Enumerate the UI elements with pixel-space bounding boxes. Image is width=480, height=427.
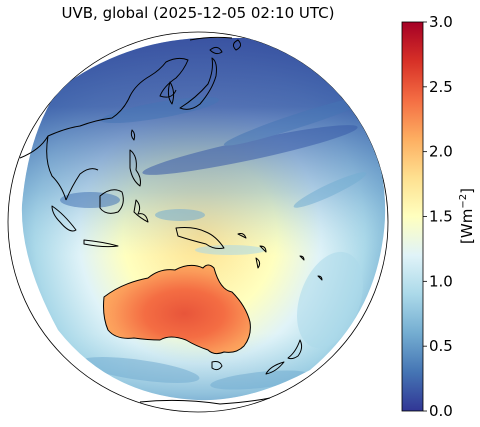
australia-coastline <box>103 264 251 355</box>
colorbar-gradient <box>401 21 424 412</box>
japan-coastline <box>179 46 223 110</box>
colorbar-label: [Wm−2] <box>458 188 476 244</box>
northeast-asia-coastline <box>189 36 242 51</box>
colorbar-tick-label: 2.5 <box>429 78 453 96</box>
colorbar-tick-label: 2.0 <box>429 143 453 161</box>
colorbar: 0.0 0.5 1.0 1.5 2.0 2.5 3.0 [Wm−2] <box>401 13 476 420</box>
java-coastline <box>83 239 119 248</box>
new-zealand-coastline <box>265 339 303 375</box>
pacific-islands <box>237 233 323 281</box>
taiwan-coastline <box>130 129 136 141</box>
colorbar-tick-label: 1.5 <box>429 208 453 226</box>
australia-uvb-field <box>103 265 251 354</box>
colorbar-tick-label: 1.0 <box>429 272 453 290</box>
colorbar-ticks: 0.0 0.5 1.0 1.5 2.0 2.5 3.0 <box>423 13 453 420</box>
colorbar-tick-label: 0.0 <box>429 402 453 420</box>
uvb-field <box>21 38 386 401</box>
coastlines <box>19 36 323 405</box>
sulawesi-coastline <box>133 199 149 223</box>
colorbar-tick-label: 0.5 <box>429 337 453 355</box>
borneo-coastline <box>99 189 124 214</box>
tasmania-coastline <box>211 361 223 371</box>
korea-coastline <box>167 81 175 105</box>
sumatra-coastline <box>51 205 77 232</box>
chart-title: UVB, global (2025-12-05 02:10 UTC) <box>62 4 335 22</box>
cloud-texture <box>60 94 377 390</box>
antarctica-coastline <box>139 397 271 405</box>
colorbar-tick-label: 3.0 <box>429 13 453 31</box>
new-guinea-coastline <box>175 227 225 249</box>
philippines-coastline <box>129 149 141 187</box>
